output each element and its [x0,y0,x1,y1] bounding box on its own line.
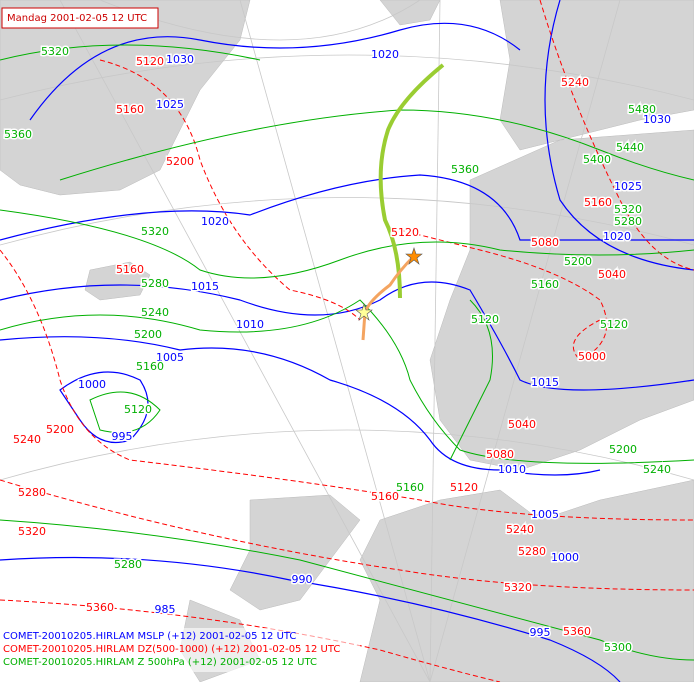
height-lines [0,44,694,661]
contour-label: 5160 [116,103,144,116]
contour-label: 1030 [166,53,194,66]
contour-label: 1010 [236,318,264,331]
contour-label: 1025 [156,98,184,111]
star-marker [355,303,373,321]
contour-label: 5160 [371,490,399,503]
contour-label: 5360 [563,625,591,638]
contour-label: 5360 [4,128,32,141]
track [361,254,416,341]
contour-label: 1025 [614,180,642,193]
title-box [1,7,159,29]
legend-entry: COMET-20010205.HIRLAM Z 500hPa (+12) 200… [3,657,317,668]
contour-label: 5160 [116,263,144,276]
contour-label: 1010 [498,463,526,476]
contour-label: 1000 [551,551,579,564]
contour-label: 5280 [18,486,46,499]
contour-label: 5240 [506,523,534,536]
contour-label: 5200 [564,255,592,268]
contour-label: 5320 [141,225,169,238]
contour-label: 5320 [614,203,642,216]
contour-label: 1020 [371,48,399,61]
contour-label: 5240 [13,433,41,446]
contour-label: 1000 [78,378,106,391]
contour-label: 5200 [166,155,194,168]
contour-label: 985 [155,603,176,616]
contour-label: 5360 [451,163,479,176]
contour-label: 5320 [18,525,46,538]
contour-label: 5320 [504,581,532,594]
legend: COMET-20010205.HIRLAM MSLP (+12) 2001-02… [3,631,340,668]
contour-label: 5120 [136,55,164,68]
contour-label: 1015 [191,280,219,293]
contour-label: 5000 [578,350,606,363]
contour-label: 5400 [583,153,611,166]
contour-label: 5120 [471,313,499,326]
contour-label: 5200 [134,328,162,341]
contour-label: 5120 [450,481,478,494]
legend-entry: COMET-20010205.HIRLAM DZ(500-1000) (+12)… [3,644,340,655]
contour-label: 5120 [391,226,419,239]
contour-label: 5280 [114,558,142,571]
star-marker [405,247,423,265]
front [378,63,445,299]
contour-label: 5040 [508,418,536,431]
contour-label: 5160 [396,481,424,494]
contour-label: 5160 [531,278,559,291]
contour-label: 5360 [86,601,114,614]
contour-label: 5300 [604,641,632,654]
contour-label: 5120 [600,318,628,331]
title: Mandag 2001-02-05 12 UTC [7,13,147,24]
contour-label: 1020 [201,215,229,228]
contour-label: 995 [112,430,133,443]
contour-label: 5200 [46,423,74,436]
contour-label: 5480 [628,103,656,116]
contour-label: 5280 [614,215,642,228]
contour-label: 5320 [41,45,69,58]
contour-label: 5160 [136,360,164,373]
legend-entry: COMET-20010205.HIRLAM MSLP (+12) 2001-02… [3,631,296,642]
contour-label: 990 [292,573,313,586]
contour-label: 5200 [609,443,637,456]
contour-label: 5040 [598,268,626,281]
contour-label: 5240 [561,76,589,89]
contour-label: 1005 [156,351,184,364]
contour-label: 5440 [616,141,644,154]
contour-label: 5160 [584,196,612,209]
legend-bg [0,628,360,672]
contour-label: 5080 [486,448,514,461]
contour-label: 5080 [531,236,559,249]
contour-label: 1020 [603,230,631,243]
contour-label: 5240 [643,463,671,476]
contour-label: 1015 [531,376,559,389]
contour-labels: 1030 1025 1020 1020 1015 1010 1005 1000 995 1025 1… [3,44,673,656]
contour-label: 5280 [518,545,546,558]
contour-label: 1005 [531,508,559,521]
contour-label: 5120 [124,403,152,416]
contour-label: 5240 [141,306,169,319]
contour-label: 5280 [141,277,169,290]
contour-label: 1030 [643,113,671,126]
contour-label: 995 [530,626,551,639]
